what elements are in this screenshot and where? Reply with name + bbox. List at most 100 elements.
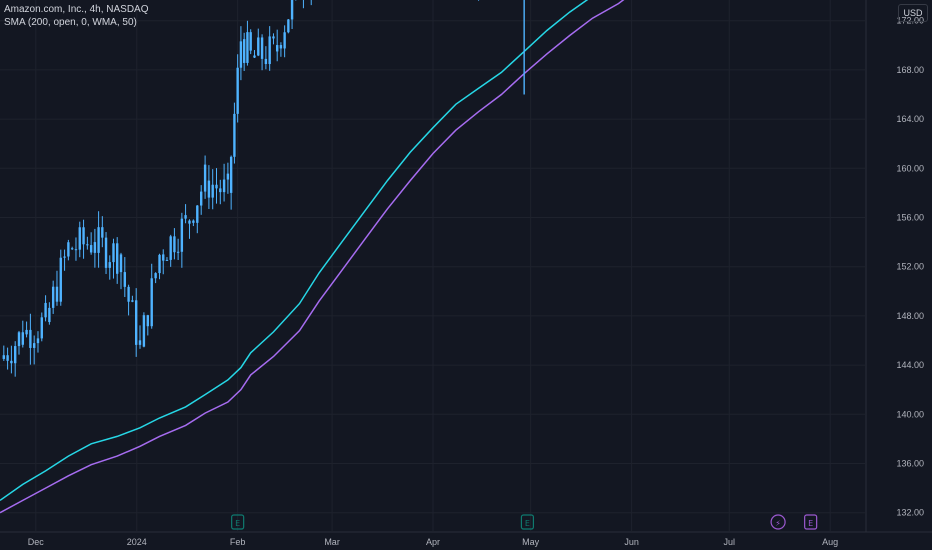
candle-body — [260, 37, 264, 59]
x-tick-label: May — [522, 537, 540, 547]
indicator-legend[interactable]: SMA (200, open, 0, WMA, 50) — [4, 17, 137, 28]
y-tick-label: 144.00 — [896, 360, 924, 370]
candle-body — [222, 179, 226, 193]
candle-body — [162, 254, 165, 261]
y-tick-label: 140.00 — [896, 409, 924, 419]
candle-body — [249, 32, 252, 51]
candle-body — [287, 19, 290, 33]
candle-body — [268, 36, 271, 65]
candle-body — [219, 188, 222, 193]
candle-body — [239, 41, 243, 68]
candle-body — [150, 278, 153, 327]
candle-body — [119, 254, 123, 273]
candle-body — [48, 307, 51, 323]
x-tick-label: Feb — [230, 537, 246, 547]
candle-body — [21, 332, 24, 345]
candle-body — [199, 191, 203, 206]
event-glyph: E — [808, 519, 813, 528]
candle-body — [203, 164, 207, 192]
candle-body — [40, 317, 43, 339]
candle-body — [180, 218, 184, 252]
candle-body — [55, 286, 59, 302]
candle-body — [275, 45, 279, 52]
candle-body — [6, 355, 9, 361]
candle-body — [108, 262, 111, 268]
y-tick-label: 160.00 — [896, 163, 924, 173]
candle-body — [138, 340, 142, 345]
candle-body — [104, 237, 108, 268]
candle-body — [283, 32, 286, 49]
candle-body — [93, 242, 97, 253]
candle-body — [74, 249, 78, 251]
candle-body — [123, 272, 126, 287]
candle-body — [36, 338, 40, 344]
y-tick-label: 148.00 — [896, 311, 924, 321]
candle-body — [13, 346, 17, 364]
candle-body — [165, 259, 169, 261]
candle-body — [146, 315, 150, 327]
x-tick-label: Jun — [624, 537, 639, 547]
candle-body — [101, 227, 104, 238]
candle-body — [184, 215, 187, 219]
candle-body — [169, 236, 172, 260]
candle-body — [70, 248, 74, 250]
candle-body — [211, 184, 214, 198]
candle-body — [158, 254, 161, 274]
candle-body — [279, 45, 283, 49]
candle-body — [131, 300, 134, 302]
candle-body — [229, 156, 233, 193]
symbol-title[interactable]: Amazon.com, Inc., 4h, NASDAQ — [4, 4, 149, 15]
candle-body — [272, 36, 275, 39]
candle-body — [67, 242, 70, 257]
event-glyph: ⚡ — [775, 519, 781, 528]
y-tick-label: 172.00 — [896, 16, 924, 26]
y-tick-label: 164.00 — [896, 114, 924, 124]
earnings-icon — [231, 514, 245, 530]
candle-body — [17, 332, 21, 347]
candle-body — [59, 257, 62, 302]
candle-body — [82, 227, 85, 245]
candle-body — [78, 227, 81, 250]
candle-body — [97, 227, 100, 253]
candle-body — [116, 243, 119, 274]
candle-body — [142, 315, 146, 347]
candle-body — [207, 180, 211, 198]
earnings-icon — [520, 514, 535, 530]
candle-body — [25, 329, 28, 335]
x-tick-label: Aug — [822, 537, 838, 547]
candle-body — [253, 55, 256, 58]
price-axis-panel — [866, 0, 932, 550]
x-tick-label: Jul — [724, 537, 736, 547]
candle-body — [196, 205, 199, 223]
candle-body — [134, 300, 138, 345]
y-tick-label: 152.00 — [896, 262, 924, 272]
candle-body — [44, 302, 47, 318]
candle-body — [290, 0, 294, 20]
candle-body — [86, 244, 89, 246]
x-tick-label: 2024 — [127, 537, 147, 547]
sma-slow-line — [0, 0, 625, 514]
earnings-icon — [804, 514, 818, 530]
candle-body — [127, 286, 130, 302]
candle-body — [89, 245, 93, 253]
candle-body — [226, 173, 230, 180]
event-glyph: E — [235, 519, 240, 528]
candle-body — [236, 67, 239, 114]
currency-button[interactable]: USD — [898, 4, 928, 22]
candles-group — [2, 0, 525, 377]
candle-body — [10, 360, 13, 364]
candle-body — [242, 39, 246, 63]
candle-body — [192, 220, 195, 223]
candle-body — [2, 355, 5, 359]
candle-body — [173, 236, 176, 253]
candle-body — [188, 220, 191, 224]
candle-body — [112, 243, 115, 263]
y-tick-label: 132.00 — [896, 508, 924, 518]
y-tick-label: 168.00 — [896, 65, 924, 75]
candle-body — [29, 329, 32, 348]
event-glyph: E — [525, 519, 530, 528]
candle-body — [264, 58, 268, 65]
candle-body — [257, 37, 260, 56]
